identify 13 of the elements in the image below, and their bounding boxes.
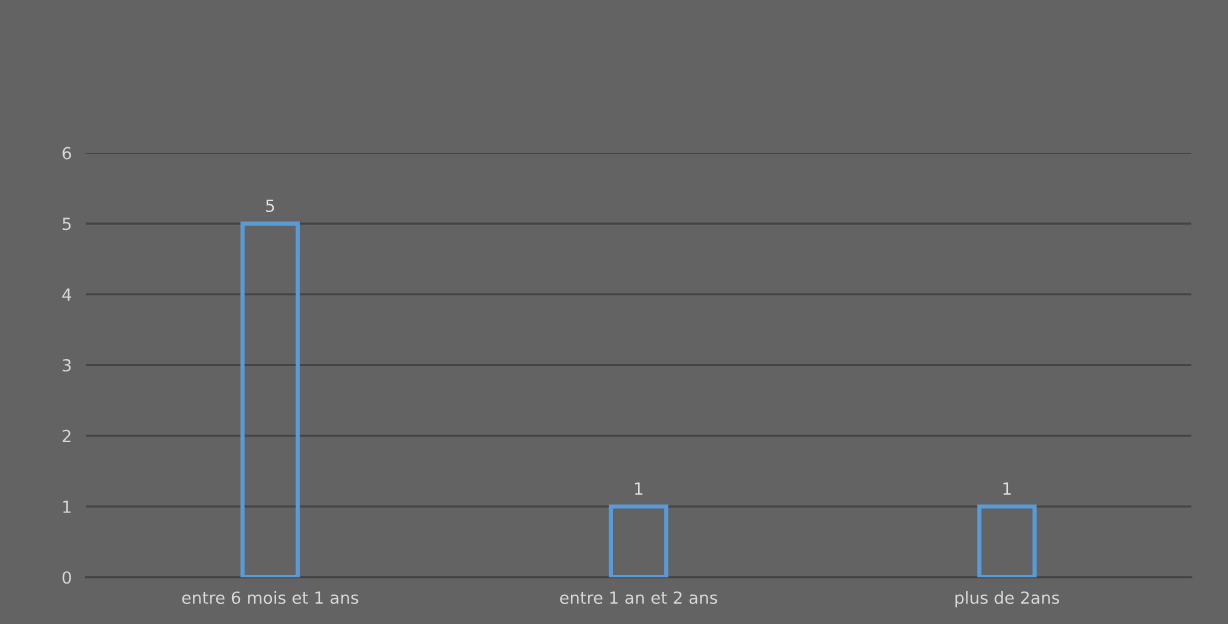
y-tick-label: 2 <box>62 429 71 443</box>
x-tick-label: entre 1 an et 2 ans <box>560 591 718 604</box>
y-tick-label: 3 <box>62 359 71 372</box>
y-tick-label: 4 <box>62 288 72 301</box>
x-tick-label: entre 6 mois et 1 ans <box>182 591 359 604</box>
data-label: 1 <box>1003 482 1011 495</box>
y-tick-label: 1 <box>63 500 71 513</box>
y-tick-label: 0 <box>62 571 71 584</box>
y-tick-label: 6 <box>62 146 72 160</box>
data-label: 5 <box>266 199 275 213</box>
y-tick-label: 5 <box>62 217 71 231</box>
data-label: 1 <box>635 482 643 495</box>
x-tick-label: plus de 2ans <box>955 591 1060 608</box>
